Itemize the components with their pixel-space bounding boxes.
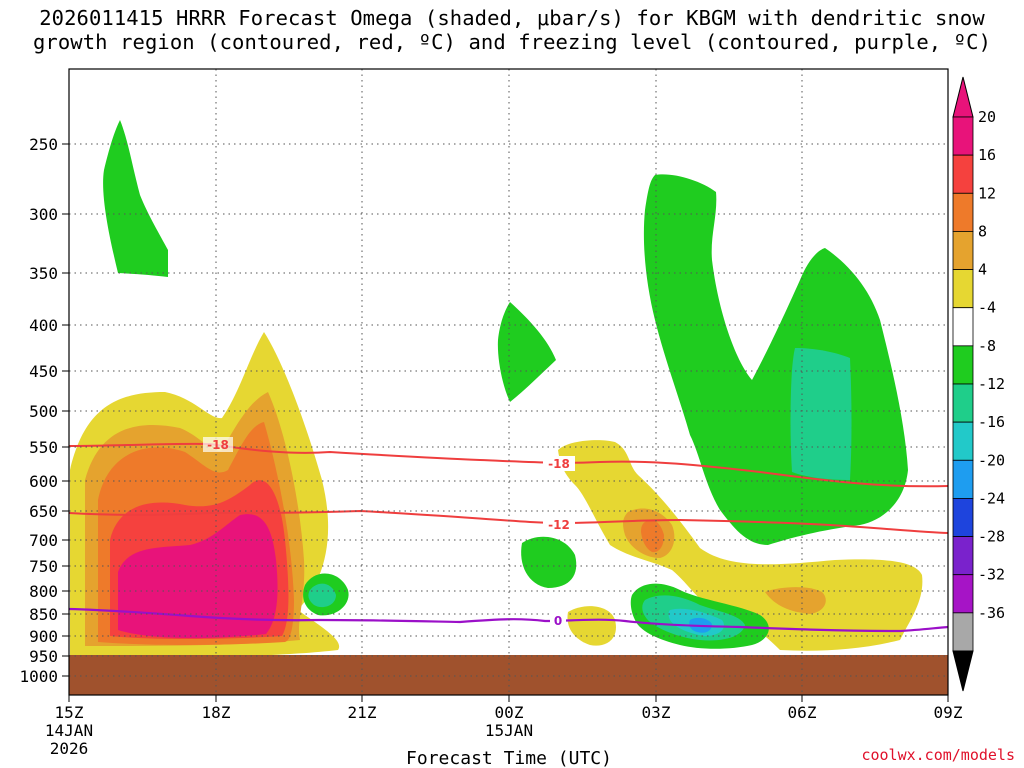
- x-axis: 15Z 14JAN 2026 18Z 21Z 00Z 15JAN 03Z 06Z…: [45, 695, 963, 768]
- x-tick-label: 18Z: [202, 703, 231, 722]
- credit-text: coolwx.com/models: [861, 746, 1015, 764]
- colorbar-segment: [952, 116, 974, 156]
- contour-labels: -18 -18 -12 0: [203, 437, 575, 628]
- dgz-contour-minus12: [69, 509, 948, 534]
- contour-label-dgz-1: -18: [207, 438, 229, 452]
- omega-fill-neg-upper-left: [103, 120, 168, 277]
- colorbar-segment: [952, 269, 974, 309]
- x-tick-label: 06Z: [788, 703, 817, 722]
- title-line-1: 2026011415 HRRR Forecast Omega (shaded, …: [39, 6, 985, 30]
- omega-fill-neg-right-inner: [790, 348, 852, 480]
- y-tick-label: 900: [29, 627, 58, 646]
- omega-fill-4-right-small: [567, 606, 616, 646]
- contour-label-dgz-3: -12: [548, 518, 570, 532]
- y-tick-label: 400: [29, 316, 58, 335]
- colorbar-segment: [952, 459, 974, 499]
- y-tick-label: 300: [29, 205, 58, 224]
- omega-fill-8-right-2: [765, 587, 826, 614]
- x-tick-label: 03Z: [642, 703, 671, 722]
- x-tick-label: 00Z: [495, 703, 524, 722]
- omega-fill-4-right: [558, 440, 923, 651]
- colorbar-label: 12: [978, 184, 996, 202]
- omega-fill-neg-mid: [497, 302, 556, 402]
- grid-lines: [69, 69, 948, 695]
- chart-title: 2026011415 HRRR Forecast Omega (shaded, …: [0, 6, 1024, 54]
- colorbar-label: -36: [978, 604, 1005, 622]
- y-tick-label: 950: [29, 647, 58, 666]
- colorbar-label: -16: [978, 413, 1005, 431]
- colorbar-segment: [952, 154, 974, 194]
- colorbar-arrow-bottom: [952, 650, 974, 692]
- contour-label-freezing: 0: [554, 614, 562, 628]
- x-tick-label: 09Z: [934, 703, 963, 722]
- omega-fill-neg-low-00z: [521, 536, 577, 588]
- colorbar-label: -4: [978, 299, 996, 317]
- omega-fill-neg-right: [643, 174, 908, 545]
- y-tick-label: 850: [29, 605, 58, 624]
- y-tick-label: 550: [29, 438, 58, 457]
- y-tick-label: 350: [29, 264, 58, 283]
- y-tick-label: 800: [29, 582, 58, 601]
- colorbar-label: -24: [978, 489, 1005, 507]
- colorbar-segment: [952, 231, 974, 270]
- colorbar-segment: [952, 383, 974, 423]
- colorbar-label: -20: [978, 451, 1005, 469]
- shading-layer: [69, 120, 948, 695]
- omega-fill-20-left: [118, 514, 278, 639]
- y-tick-label: 1000: [19, 667, 58, 686]
- colorbar-segment: [952, 345, 974, 385]
- y-tick-label: 750: [29, 557, 58, 576]
- colorbar-segment: [952, 536, 974, 576]
- colorbar-segment: [952, 421, 974, 461]
- colorbar-arrow-top: [952, 76, 974, 118]
- y-tick-label: 450: [29, 362, 58, 381]
- colorbar-label: 4: [978, 261, 987, 279]
- colorbar-label: -28: [978, 528, 1005, 546]
- y-tick-label: 600: [29, 472, 58, 491]
- colorbar-label: -12: [978, 375, 1005, 393]
- colorbar-label: 8: [978, 222, 987, 240]
- x-tick-label: 21Z: [348, 703, 377, 722]
- y-tick-label: 500: [29, 402, 58, 421]
- colorbar-segment: [952, 307, 974, 347]
- x-tick-sublabel: 2026: [50, 739, 89, 758]
- colorbar-label: -32: [978, 566, 1005, 584]
- colorbar-label: 16: [978, 146, 996, 164]
- colorbar-label: -8: [978, 337, 996, 355]
- contour-label-dgz-2: -18: [548, 457, 570, 471]
- omega-fill-neg-small-1b: [308, 583, 336, 608]
- y-tick-label: 250: [29, 135, 58, 154]
- x-axis-title: Forecast Time (UTC): [406, 748, 612, 768]
- colorbar-segment: [952, 612, 974, 652]
- colorbar: 20 16 12 8 4 -4 -8 -12 -16 -20 -24 -28 -32 -36: [952, 76, 1005, 692]
- y-axis: 250 300 350 400 450 500 550 600 650 700 …: [19, 135, 69, 686]
- colorbar-segment: [952, 574, 974, 614]
- omega-fill-12-right: [641, 520, 664, 553]
- colorbar-segment: [952, 192, 974, 232]
- colorbar-segment: [952, 498, 974, 537]
- x-tick-sublabel: 14JAN: [45, 721, 93, 740]
- x-tick-label: 15Z: [55, 703, 84, 722]
- colorbar-label: 20: [978, 108, 996, 126]
- y-tick-label: 650: [29, 502, 58, 521]
- title-line-2: growth region (contoured, red, ºC) and f…: [32, 30, 992, 54]
- y-tick-label: 700: [29, 531, 58, 550]
- freezing-level-contour: [69, 607, 948, 633]
- x-tick-sublabel: 15JAN: [485, 721, 533, 740]
